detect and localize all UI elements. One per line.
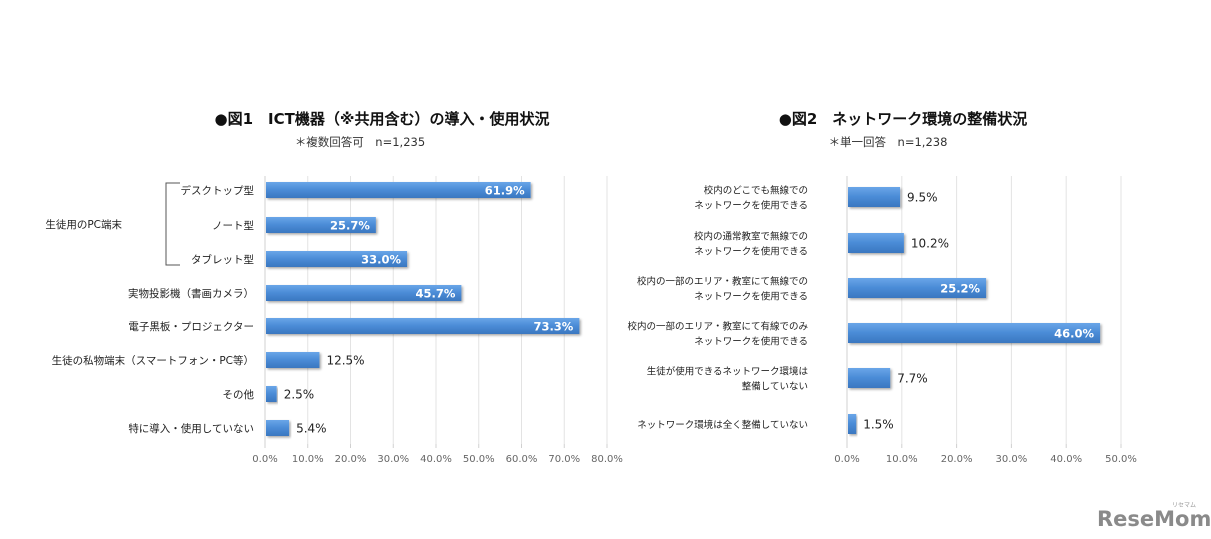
chart1-title: ●図1 ICT機器（※共用含む）の導入・使用状況: [215, 110, 550, 128]
chart2-category-label: 生徒が使用できるネットワーク環境は: [647, 366, 809, 378]
chart2-category-labels: 校内のどこでも無線でのネットワークを使用できる校内の通常教室で無線でのネットワー…: [627, 185, 808, 432]
chart2-bar: [848, 368, 891, 388]
chart2-category-label: 校内のどこでも無線での: [704, 185, 808, 197]
chart1-category-label: タブレット型: [191, 253, 254, 266]
chart1-subtitle: ＊複数回答可 n=1,235: [295, 135, 425, 149]
chart1-tick-label: 20.0%: [335, 454, 367, 465]
chart1-category-label: 電子黒板・プロジェクター: [128, 320, 254, 333]
chart1-x-ticks: 0.0% 10.0% 20.0% 30.0% 40.0% 50.0% 60.0% 70.0% 8…: [252, 454, 623, 465]
chart2-category-label: 校内の一部のエリア・教室にて無線での: [637, 276, 808, 288]
chart2-bar: [848, 278, 987, 298]
chart1-group-bracket: [165, 182, 180, 266]
chart2-category-label: 整備していない: [742, 381, 808, 393]
chart1-gridlines: [264, 176, 608, 448]
chart1-data-label: 5.4%: [296, 422, 327, 436]
chart1-data-label: 12.5%: [326, 354, 364, 368]
chart1-tick-label: 0.0%: [252, 454, 277, 465]
chart1-data-label: 73.3%: [533, 320, 573, 334]
chart1-category-label: デスクトップ型: [181, 184, 255, 197]
chart1-tick-label: 10.0%: [292, 454, 324, 465]
chart1-data-label: 61.9%: [485, 184, 525, 198]
chart2-data-label: 25.2%: [940, 282, 980, 296]
chart1: ●図1 ICT機器（※共用含む）の導入・使用状況 ＊複数回答可 n=1,235 …: [45, 110, 623, 465]
chart2-data-label: 46.0%: [1054, 327, 1094, 341]
chart1-bar: [266, 251, 408, 267]
chart1-bar: [266, 318, 580, 334]
chart1-bar: [266, 285, 462, 301]
chart1-tick-label: 50.0%: [463, 454, 495, 465]
chart2-gridlines: [846, 176, 1122, 448]
chart2-data-label: 9.5%: [907, 191, 938, 205]
chart1-bar: [266, 386, 277, 402]
logo-small-text: リセマム: [1172, 502, 1196, 509]
chart1-category-label: その他: [223, 388, 255, 401]
chart2-x-ticks: 0.0% 10.0% 20.0% 30.0% 40.0% 50.0%: [834, 454, 1137, 465]
chart2-category-label: 校内の一部のエリア・教室にて有線でのみ: [627, 321, 808, 333]
chart2-category-label: 校内の通常教室で無線での: [694, 231, 808, 243]
chart2-data-label: 1.5%: [863, 418, 894, 432]
resemom-logo: ReseMom リセマム: [1097, 502, 1211, 531]
chart2-tick-label: 20.0%: [941, 454, 973, 465]
chart2-data-label: 10.2%: [911, 237, 949, 251]
chart1-data-label: 45.7%: [415, 287, 455, 301]
chart1-category-label: 生徒の私物端末（スマートフォン・PC等）: [52, 354, 254, 367]
chart1-data-label: 33.0%: [361, 253, 401, 267]
chart1-category-label: ノート型: [212, 219, 254, 232]
chart1-tick-label: 80.0%: [591, 454, 623, 465]
chart1-bar: [266, 182, 531, 198]
chart2-tick-label: 0.0%: [834, 454, 859, 465]
chart2-subtitle: ＊単一回答 n=1,238: [829, 135, 948, 149]
chart1-tick-label: 70.0%: [548, 454, 580, 465]
chart2-title: ●図2 ネットワーク環境の整備状況: [779, 110, 1028, 128]
logo-text: ReseMom: [1097, 507, 1211, 531]
chart2-bar: [848, 233, 904, 253]
chart2-category-label: ネットワークを使用できる: [694, 200, 808, 212]
chart2-bar: [848, 323, 1101, 343]
chart2-category-label: ネットワーク環境は全く整備していない: [637, 419, 808, 431]
chart1-category-label: 特に導入・使用していない: [128, 422, 254, 435]
chart1-tick-label: 30.0%: [377, 454, 409, 465]
chart1-data-label: 2.5%: [284, 388, 315, 402]
chart2: ●図2 ネットワーク環境の整備状況 ＊単一回答 n=1,238 9.5% 10.2…: [627, 110, 1136, 465]
chart1-data-label: 25.7%: [330, 219, 370, 233]
chart2-category-label: ネットワークを使用できる: [694, 291, 808, 303]
chart1-group-label: 生徒用のPC端末: [45, 218, 122, 231]
chart2-tick-label: 10.0%: [886, 454, 918, 465]
chart2-data-label: 7.7%: [897, 372, 928, 386]
chart1-bars: 61.9% 25.7% 33.0% 45.7% 73.3% 12.5% 2.5% 5.4%: [266, 182, 580, 436]
chart2-bar: [848, 414, 857, 434]
chart2-tick-label: 40.0%: [1050, 454, 1082, 465]
chart1-category-label: 実物投影機（書画カメラ）: [128, 287, 254, 300]
chart2-category-label: ネットワークを使用できる: [694, 246, 808, 258]
chart1-bar: [266, 352, 320, 368]
chart1-bar: [266, 420, 290, 436]
chart2-bars: 9.5% 10.2% 25.2% 46.0% 7.7% 1.5%: [848, 187, 1101, 434]
chart2-tick-label: 30.0%: [996, 454, 1028, 465]
chart1-bar: [266, 217, 376, 233]
chart2-tick-label: 50.0%: [1105, 454, 1137, 465]
chart1-tick-label: 60.0%: [506, 454, 538, 465]
chart2-bar: [848, 187, 901, 207]
chart2-category-label: ネットワークを使用できる: [694, 336, 808, 348]
chart1-tick-label: 40.0%: [420, 454, 452, 465]
